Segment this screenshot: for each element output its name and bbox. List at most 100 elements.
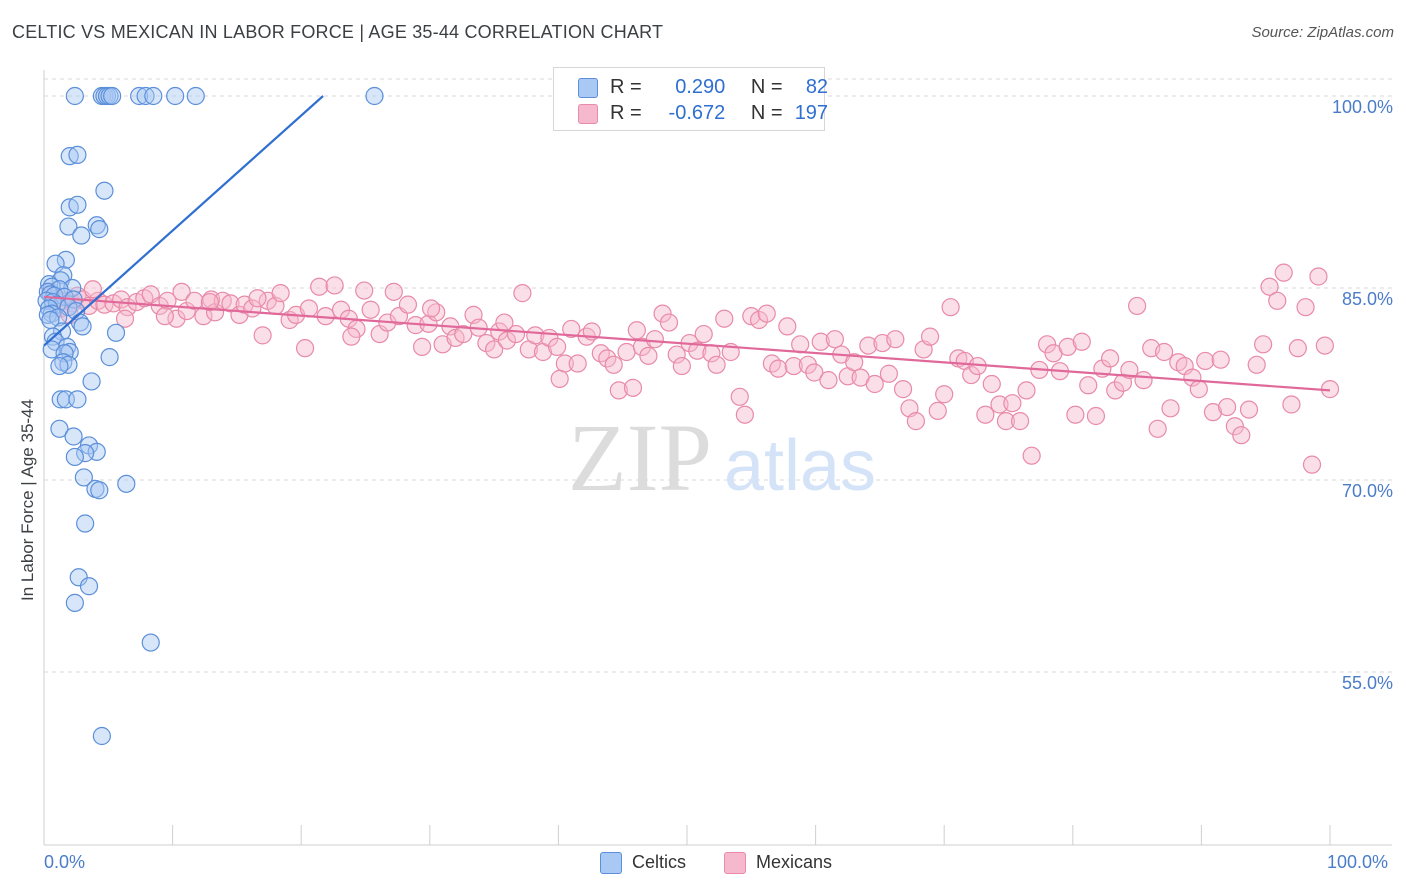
- mexican-point: [1058, 337, 1077, 356]
- mexican-point: [1127, 296, 1147, 316]
- mexican-point: [688, 341, 707, 360]
- mexican-point: [384, 282, 403, 301]
- series-legend-celtic[interactable]: Celtics: [600, 852, 686, 875]
- mexican-point: [920, 327, 940, 346]
- mexican-trend-line: [43, 295, 1331, 392]
- celtic-point: [50, 356, 69, 376]
- celtic-point: [103, 86, 122, 106]
- mexican-point: [115, 309, 135, 328]
- mexican-point: [819, 371, 838, 390]
- mexican-point: [879, 364, 899, 383]
- mexican-point: [355, 281, 374, 300]
- mexican-point: [1079, 376, 1098, 395]
- celtic-point: [141, 633, 160, 652]
- mexican-point: [730, 387, 749, 406]
- mexican-point: [248, 289, 267, 308]
- mexican-point: [1189, 380, 1208, 399]
- celtic-point: [365, 86, 384, 106]
- mexican-point: [1161, 399, 1180, 418]
- celtic-point: [166, 86, 185, 106]
- celtic-point: [144, 86, 163, 106]
- mexican-point: [609, 381, 628, 400]
- celtic-point: [82, 372, 101, 391]
- mexican-point: [639, 346, 658, 365]
- mexican-point: [83, 280, 102, 299]
- celtic-point: [68, 390, 87, 409]
- mexican-point: [617, 342, 636, 362]
- mexican-point: [825, 330, 844, 349]
- mexican-point: [325, 276, 344, 295]
- series-legend-label-mexican: Mexicans: [756, 852, 833, 872]
- mexican-point: [398, 295, 418, 314]
- celtic-point: [76, 514, 95, 533]
- legend-r-value-mexican: -0.672: [668, 102, 726, 124]
- mexican-point: [845, 353, 864, 372]
- celtic-point: [95, 181, 114, 200]
- mexican-point: [1268, 291, 1287, 310]
- mexican-point: [1315, 336, 1334, 355]
- mexican-point: [996, 412, 1016, 431]
- mexican-point: [167, 309, 186, 328]
- mexican-point: [172, 282, 191, 301]
- mexican-point: [1225, 417, 1244, 436]
- axes: [43, 70, 1392, 846]
- mexican-point: [694, 324, 713, 344]
- mexican-point: [1282, 395, 1301, 414]
- mexican-point: [623, 378, 643, 397]
- mexican-point: [1120, 360, 1139, 380]
- y-axis-label: In Labor Force | Age 35-44: [18, 399, 37, 601]
- legend-r-label: R =: [610, 76, 642, 98]
- mexican-point: [421, 299, 441, 318]
- mexican-point: [935, 385, 954, 404]
- mexican-point: [962, 365, 981, 385]
- mexican-point: [485, 340, 504, 359]
- celtic-point: [186, 86, 205, 106]
- celtic-point: [50, 419, 69, 438]
- series-legend-mexican[interactable]: Mexicans: [724, 852, 833, 875]
- legend-r-value-celtic: 0.290: [675, 76, 726, 98]
- mexican-point: [778, 317, 797, 336]
- legend-n-value-celtic: 82: [805, 76, 829, 98]
- mexican-point: [811, 332, 830, 351]
- y-tick-label: 85.0%: [1342, 289, 1393, 309]
- mexican-point: [865, 374, 884, 394]
- mexican-point: [1017, 381, 1036, 400]
- mexican-point: [1010, 412, 1030, 431]
- y-axis-label-box: In Labor Force | Age 35-44: [6, 300, 50, 700]
- celtic-point: [90, 220, 109, 239]
- celtic-point: [73, 317, 92, 336]
- source-label: Source: ZipAtlas.com: [1251, 24, 1394, 41]
- mexican-point: [1296, 298, 1315, 317]
- celtic-point: [90, 481, 109, 500]
- y-tick-label: 70.0%: [1342, 481, 1393, 501]
- mexican-point: [906, 412, 926, 431]
- trend-lines: [43, 95, 1331, 392]
- mexican-point: [1232, 426, 1251, 445]
- mexican-point: [653, 304, 672, 323]
- mexican-point: [1086, 406, 1106, 426]
- mexican-point: [271, 284, 290, 303]
- celtic-point: [74, 468, 93, 487]
- mexican-point: [707, 355, 726, 374]
- chart-title: CELTIC VS MEXICAN IN LABOR FORCE | AGE 3…: [12, 22, 664, 42]
- mexican-point: [299, 299, 319, 318]
- celtic-point: [65, 593, 84, 612]
- mexican-point: [200, 292, 219, 312]
- mexican-point: [1106, 381, 1125, 400]
- mexican-point: [562, 319, 581, 339]
- y-tick-labels: 55.0% 70.0% 85.0% 100.0%: [1332, 97, 1393, 693]
- mexican-point: [604, 355, 623, 374]
- mexican-point: [645, 330, 664, 349]
- series-swatch-mexican: [724, 852, 746, 875]
- legend-n-label: N =: [750, 102, 783, 124]
- mexican-point: [548, 337, 567, 356]
- mexican-point: [1254, 335, 1273, 354]
- celtic-point: [59, 217, 78, 236]
- mexican-point: [893, 380, 913, 399]
- mexican-point: [982, 374, 1001, 394]
- mexican-point: [253, 326, 272, 345]
- mexican-point: [1100, 349, 1120, 368]
- mexican-point: [1183, 368, 1202, 387]
- mexican-point: [1211, 350, 1230, 369]
